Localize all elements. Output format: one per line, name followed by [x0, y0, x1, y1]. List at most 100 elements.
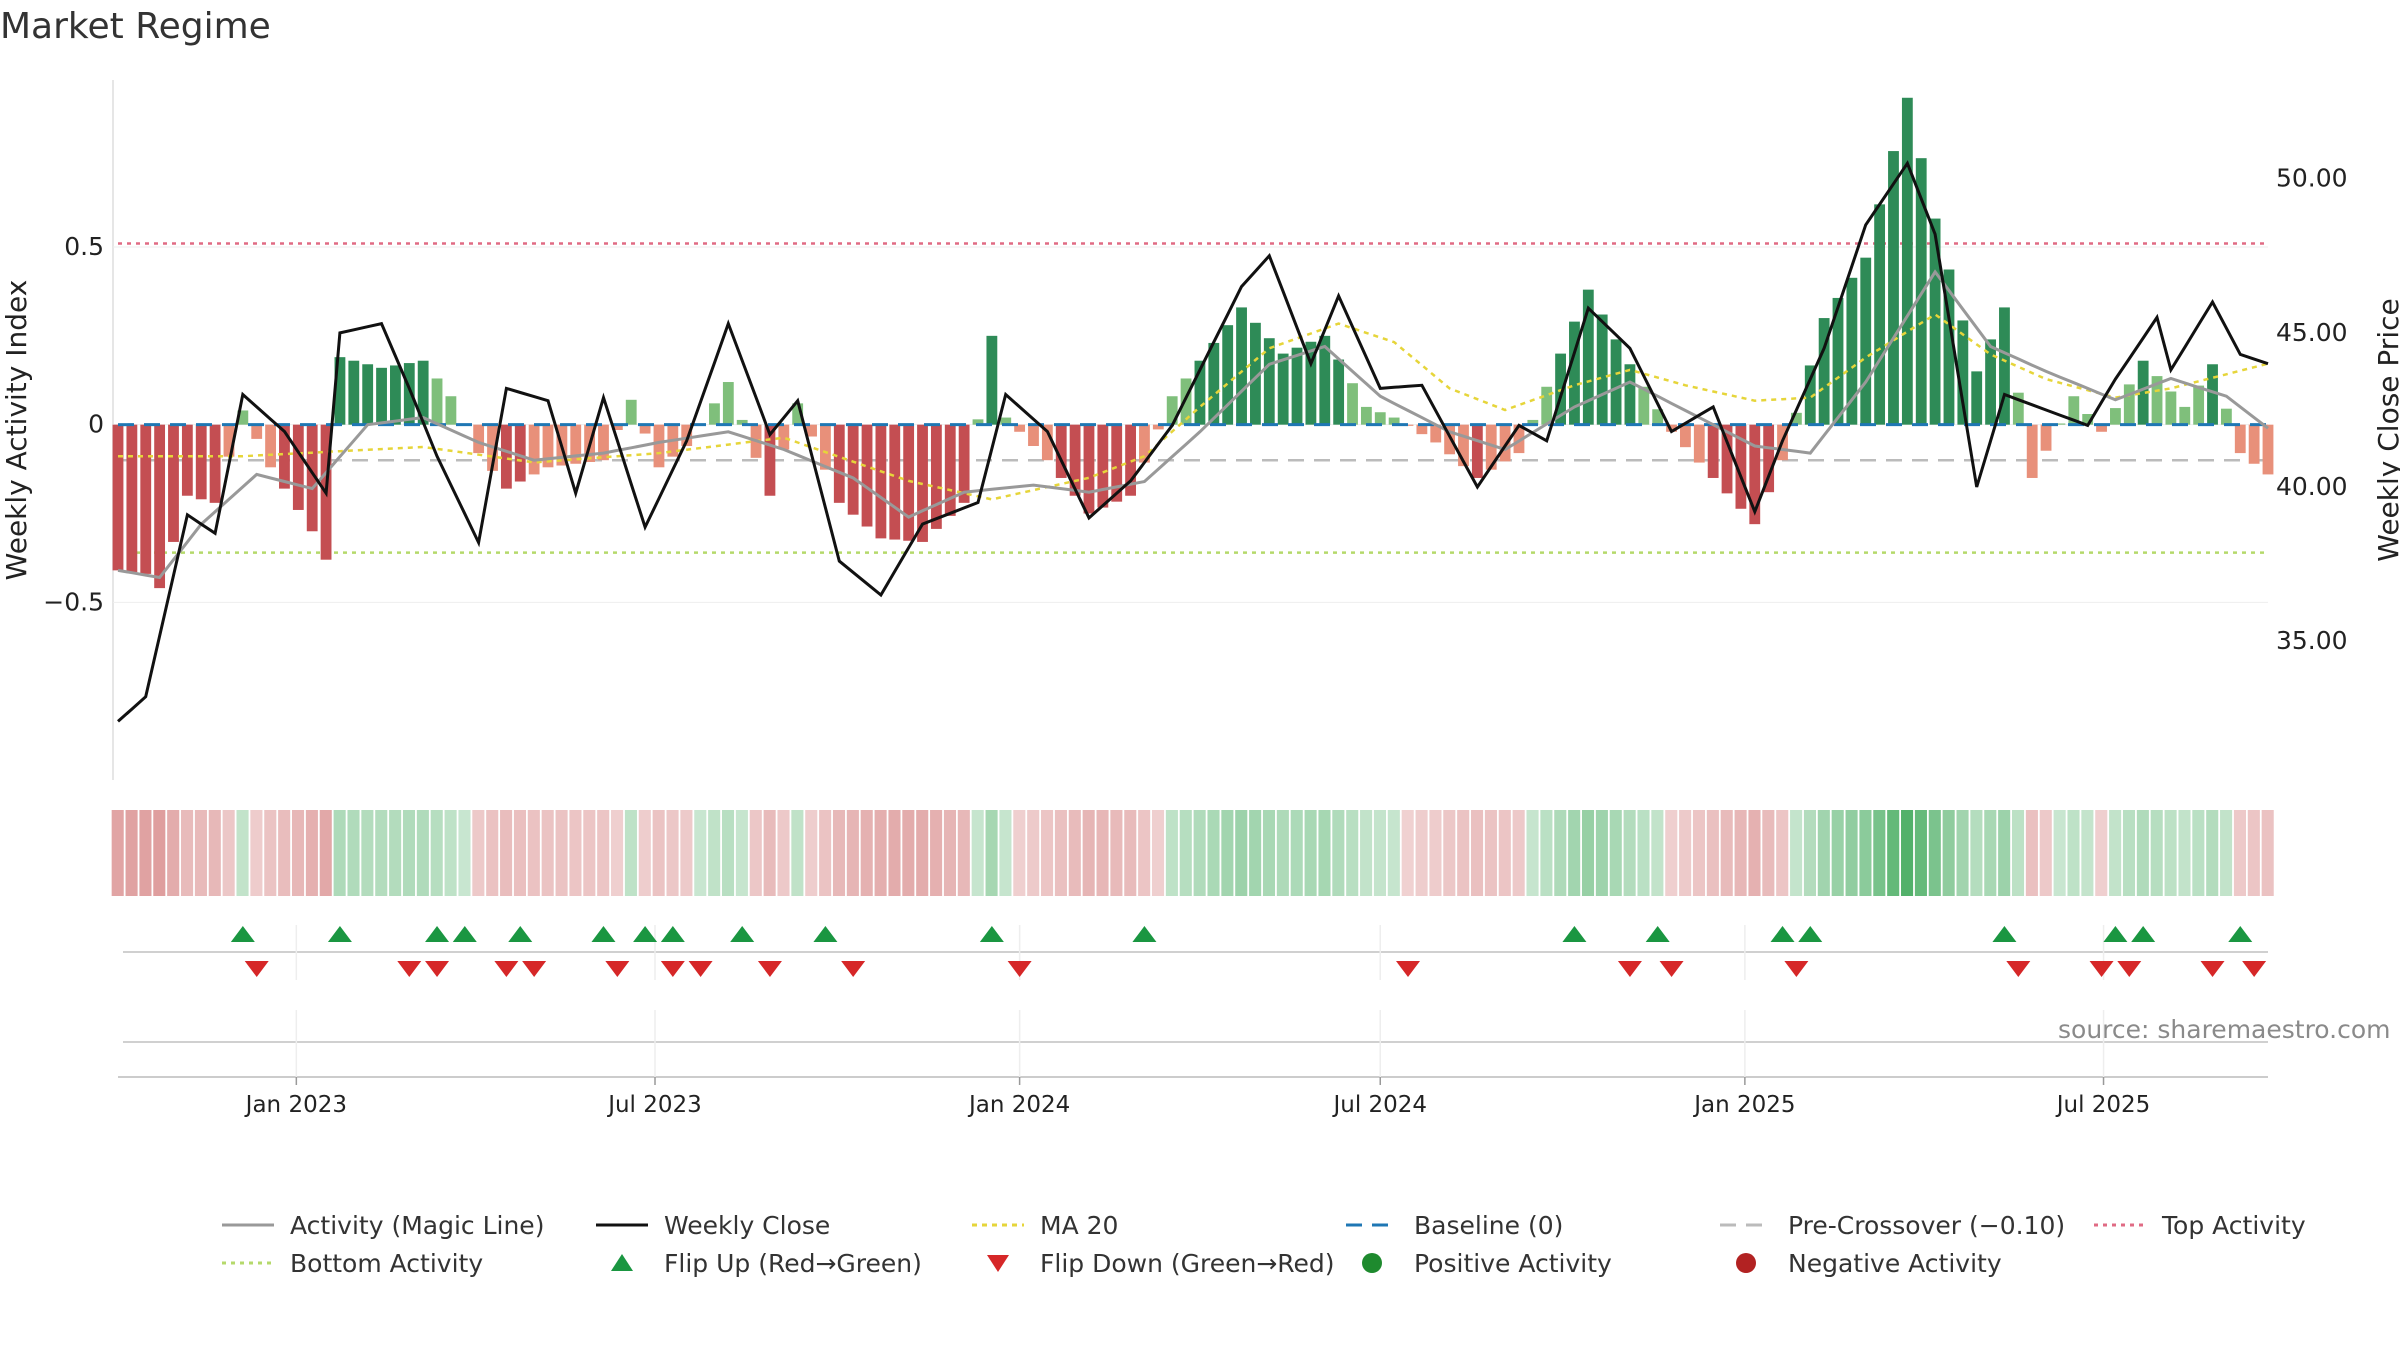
legend-label-close: Weekly Close — [664, 1210, 831, 1240]
legend-item-baseline: Baseline (0) — [1344, 1205, 1563, 1245]
heatmap-cell — [1776, 810, 1789, 896]
green-dot-icon — [1362, 1253, 1382, 1273]
activity-bar — [1083, 424, 1095, 514]
activity-bar — [1416, 424, 1428, 435]
activity-bar — [1569, 321, 1580, 425]
heatmap-cell — [1332, 810, 1345, 896]
heatmap-cell — [1082, 810, 1095, 896]
heatmap-cell — [527, 810, 540, 896]
flip-down-marker — [688, 961, 713, 977]
x-tick-label: Jan 2023 — [244, 1092, 347, 1118]
heatmap-cell — [1401, 810, 1414, 896]
activity-bar — [806, 424, 817, 437]
activity-bar — [792, 403, 804, 425]
heatmap-cell — [291, 810, 305, 896]
heatmap-cell — [1041, 810, 1054, 896]
heatmap-cell — [916, 810, 929, 896]
flip-up-marker — [1132, 926, 1157, 942]
x-tick-label: Jul 2025 — [2055, 1092, 2151, 1118]
heatmap-cell — [1956, 810, 1969, 896]
flip-up-marker — [1992, 926, 2017, 942]
activity-bar — [417, 360, 429, 425]
heatmap-cell — [1110, 810, 1123, 896]
legend-item-negative: Negative Activity — [1718, 1243, 2002, 1283]
flip-down-marker — [757, 961, 782, 977]
activity-bar — [528, 424, 540, 475]
heatmap-cell — [181, 810, 194, 896]
activity-bar — [1388, 417, 1400, 425]
activity-bar — [500, 424, 512, 489]
heatmap-cell — [1928, 810, 1941, 896]
activity-bar — [1291, 347, 1303, 425]
flip-down-marker — [1396, 961, 1420, 977]
activity-bar — [2123, 384, 2135, 425]
activity-bar — [709, 403, 720, 425]
close-line — [117, 160, 2269, 723]
heatmap-cell — [1429, 810, 1442, 896]
activity-bar — [542, 424, 554, 468]
right-tick-label: 40.00 — [2276, 472, 2348, 501]
activity-bar — [348, 360, 360, 425]
heatmap-cell — [1415, 810, 1428, 896]
heatmap-cell — [957, 810, 970, 896]
activity-bar — [1860, 257, 1872, 425]
heatmap-cell — [1096, 810, 1109, 896]
legend-line-ma20-icon — [972, 1223, 1024, 1227]
heatmap-cell — [2178, 810, 2191, 896]
flip-down-marker — [397, 961, 422, 977]
activity-bar — [1985, 339, 1996, 425]
activity-bar — [126, 424, 138, 573]
heatmap-cell — [1595, 810, 1608, 896]
heatmap-cell — [1346, 810, 1359, 896]
activity-bar — [1166, 396, 1178, 425]
activity-bar — [306, 424, 318, 532]
activity-bar — [112, 424, 124, 571]
heatmap-cell — [902, 810, 915, 896]
activity-bar — [1846, 277, 1858, 425]
heatmap-cell — [1554, 810, 1567, 896]
activity-bar — [1680, 424, 1691, 448]
activity-bar — [2096, 424, 2107, 432]
heatmap-cell — [1970, 810, 1983, 896]
heatmap-cell — [2192, 810, 2205, 896]
activity-bar — [2068, 396, 2080, 425]
heatmap-cell — [1734, 810, 1747, 896]
flip-down-marker — [1617, 961, 1642, 977]
heatmap-cell — [1068, 810, 1081, 896]
heatmap-cell — [486, 810, 499, 896]
activity-bar — [1444, 424, 1456, 455]
activity-bar — [2151, 376, 2163, 425]
x-tick-label: Jul 2024 — [1331, 1092, 1427, 1118]
legend-label-flip-up: Flip Up (Red→Green) — [664, 1248, 922, 1278]
activity-bar — [195, 424, 207, 500]
heatmap-cell — [1138, 810, 1151, 896]
activity-bar — [1111, 424, 1123, 502]
legend-item-ma20: MA 20 — [970, 1205, 1118, 1245]
legend-item-flip-down: Flip Down (Green→Red) — [970, 1243, 1335, 1283]
heatmap-cell — [402, 810, 416, 896]
activity-bar — [1957, 320, 1969, 425]
legend-item-top-activity: Top Activity — [2092, 1205, 2306, 1245]
heatmap-cell — [1762, 810, 1775, 896]
activity-bar — [1250, 322, 1261, 425]
legend-label-flip-down: Flip Down (Green→Red) — [1040, 1248, 1335, 1278]
heatmap-cell — [1512, 810, 1525, 896]
x-tick-label: Jan 2025 — [1692, 1092, 1795, 1118]
activity-bar — [2262, 424, 2274, 475]
activity-bar — [1471, 424, 1483, 478]
heatmap-cell — [583, 810, 596, 896]
heatmap-cell — [2206, 810, 2219, 896]
activity-bar — [1818, 318, 1830, 425]
activity-bar — [736, 419, 748, 425]
heatmap-cell — [513, 810, 526, 896]
heatmap-cell — [1304, 810, 1317, 896]
legend-line-pre-crossover-icon — [1720, 1223, 1772, 1227]
activity-bar — [1041, 424, 1053, 461]
activity-bar — [1277, 353, 1289, 425]
flip-down-marker — [2117, 961, 2142, 977]
flip-down-marker — [1659, 961, 1684, 977]
heatmap-cell — [1262, 810, 1276, 896]
flip-down-marker — [244, 961, 269, 977]
heatmap-cell — [167, 810, 180, 896]
heatmap-cell — [444, 810, 457, 896]
